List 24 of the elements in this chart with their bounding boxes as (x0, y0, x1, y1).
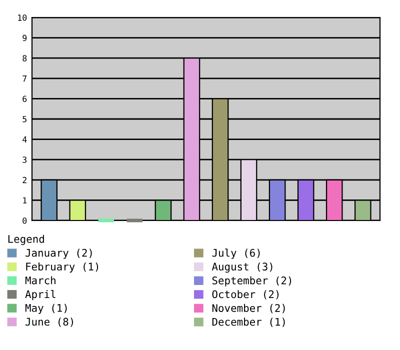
y-tick-label: 5 (22, 116, 26, 122)
legend-label: May (1) (25, 304, 67, 314)
legend-label: April (25, 290, 56, 300)
legend-label: November (2) (212, 304, 285, 314)
y-tick-label: 0 (22, 218, 27, 224)
y-tick-label: 6 (22, 96, 27, 102)
legend-label: December (1) (212, 318, 285, 327)
y-tick-label: 10 (18, 14, 27, 21)
legend-label: February (1) (26, 262, 98, 273)
y-tick-label: 4 (22, 136, 27, 142)
legend-label: October (2) (212, 290, 279, 300)
y-tick-label: 3 (22, 156, 27, 163)
legend-label: March (25, 276, 56, 284)
y-tick-label: 9 (22, 34, 27, 42)
y-tick-label: 8 (22, 55, 27, 62)
legend-label: June (8) (26, 318, 74, 327)
legend-label: January (2) (26, 248, 92, 259)
y-tick-label: 2 (22, 176, 26, 184)
legend-label: July (6) (212, 248, 260, 259)
y-tick-label: 1 (23, 197, 27, 204)
legend-label: September (2) (212, 276, 292, 286)
y-tick-label: 7 (22, 76, 27, 82)
legend-label: August (3) (212, 262, 272, 273)
legend-title: Legend (8, 234, 44, 245)
